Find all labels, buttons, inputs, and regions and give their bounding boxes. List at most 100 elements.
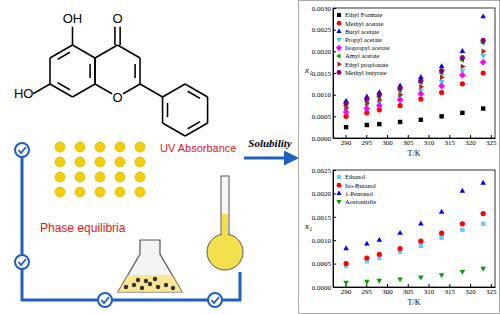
tick-label: 295 — [361, 139, 372, 147]
check-icon — [15, 255, 29, 269]
point — [439, 209, 445, 214]
particle — [135, 172, 145, 182]
check-circle — [15, 143, 29, 157]
tick: 310 — [424, 284, 435, 296]
tick: 0.0025 — [312, 167, 336, 175]
tick-label: 0.0020 — [312, 190, 332, 198]
point — [397, 86, 403, 91]
bond — [49, 58, 51, 84]
legend-label: Methyl acetate — [345, 20, 384, 27]
tick-mark — [449, 135, 450, 138]
molecule: OHHOOO — [14, 11, 208, 136]
point — [439, 231, 444, 236]
flask-particle — [148, 282, 152, 286]
legend-label: Amyl acetate — [345, 52, 380, 59]
bond — [72, 27, 74, 45]
chart: 2902953003053103153203250.00000.00050.00… — [304, 167, 497, 307]
point — [363, 105, 370, 112]
particle — [95, 172, 105, 182]
y-axis-title: x₁ — [304, 65, 312, 75]
tick-label: 0.0015 — [312, 70, 332, 78]
point — [481, 211, 486, 216]
check-mark — [102, 297, 110, 303]
bond — [185, 84, 208, 97]
tick-label: 310 — [424, 139, 435, 147]
particle — [95, 187, 105, 197]
tick-mark — [333, 170, 336, 171]
bond — [185, 123, 208, 136]
tick-mark — [491, 284, 492, 287]
bond — [50, 84, 73, 97]
workflow-line — [22, 150, 240, 300]
legend-marker — [336, 53, 341, 58]
point — [398, 120, 402, 124]
point — [397, 246, 402, 251]
legend-label: Propyl acetate — [345, 36, 382, 43]
tick-mark — [333, 193, 336, 194]
legend-marker — [337, 175, 341, 179]
legend-label: Iso-Butanol — [345, 182, 376, 189]
tick: 0.0000 — [312, 135, 336, 143]
tick-label: 0.0010 — [312, 91, 332, 99]
y-axis: 0.00000.00050.00100.00150.00200.0025 — [312, 167, 336, 292]
tick: 315 — [445, 135, 456, 147]
phase-label: Phase equilibria — [40, 221, 126, 235]
point — [419, 244, 423, 248]
bond — [118, 45, 141, 58]
tick-label: 290 — [341, 139, 352, 147]
point — [481, 70, 486, 75]
tick-label: 0.0025 — [312, 167, 332, 175]
particle — [135, 157, 145, 167]
point — [418, 239, 423, 244]
bond — [163, 123, 186, 136]
chart: 2902953003053103153203250.00000.00050.00… — [304, 5, 497, 158]
bond — [140, 84, 163, 97]
flask-bulb — [207, 234, 243, 270]
tick-label: 300 — [382, 139, 393, 147]
tick-mark — [470, 284, 471, 287]
legend-label: Ethanol — [345, 173, 365, 180]
particle — [55, 142, 65, 152]
bond — [73, 84, 96, 97]
y-axis-title: x₁ — [304, 221, 312, 231]
legend-marker — [336, 70, 341, 75]
point — [461, 64, 466, 70]
bond — [114, 27, 116, 45]
tick-mark — [449, 284, 450, 287]
tick-mark — [333, 73, 336, 74]
point — [419, 84, 424, 90]
point — [459, 72, 466, 79]
legend-marker — [336, 38, 341, 43]
x-axis: 290295300305310315320325 — [334, 284, 498, 296]
point — [480, 267, 486, 272]
particle — [115, 172, 125, 182]
point — [480, 59, 487, 66]
atom-label: OH — [63, 11, 82, 26]
particle — [55, 157, 65, 167]
legend-marker — [336, 28, 341, 33]
tick: 0.0025 — [312, 26, 336, 34]
legend-label: Butyl acetate — [345, 28, 379, 35]
tick-label: 0.0005 — [312, 113, 332, 121]
atom-label: HO — [14, 86, 33, 101]
point — [418, 78, 424, 83]
check-circle — [208, 293, 222, 307]
point — [417, 90, 424, 97]
point — [343, 245, 349, 250]
tick-mark — [333, 8, 336, 9]
point — [377, 252, 382, 257]
tick: 315 — [445, 284, 456, 296]
point — [376, 92, 382, 97]
point — [397, 103, 402, 108]
tick-label: 325 — [486, 139, 497, 147]
point — [439, 63, 445, 68]
point — [364, 255, 369, 260]
tick-mark — [333, 116, 336, 117]
uv-label: UV Absorbance — [160, 142, 236, 154]
tick-mark — [366, 284, 367, 287]
tick-label: 315 — [445, 288, 456, 296]
erlenmeyer-flask — [118, 240, 182, 292]
bond — [119, 27, 121, 45]
point — [377, 237, 383, 242]
check-circle — [98, 293, 112, 307]
